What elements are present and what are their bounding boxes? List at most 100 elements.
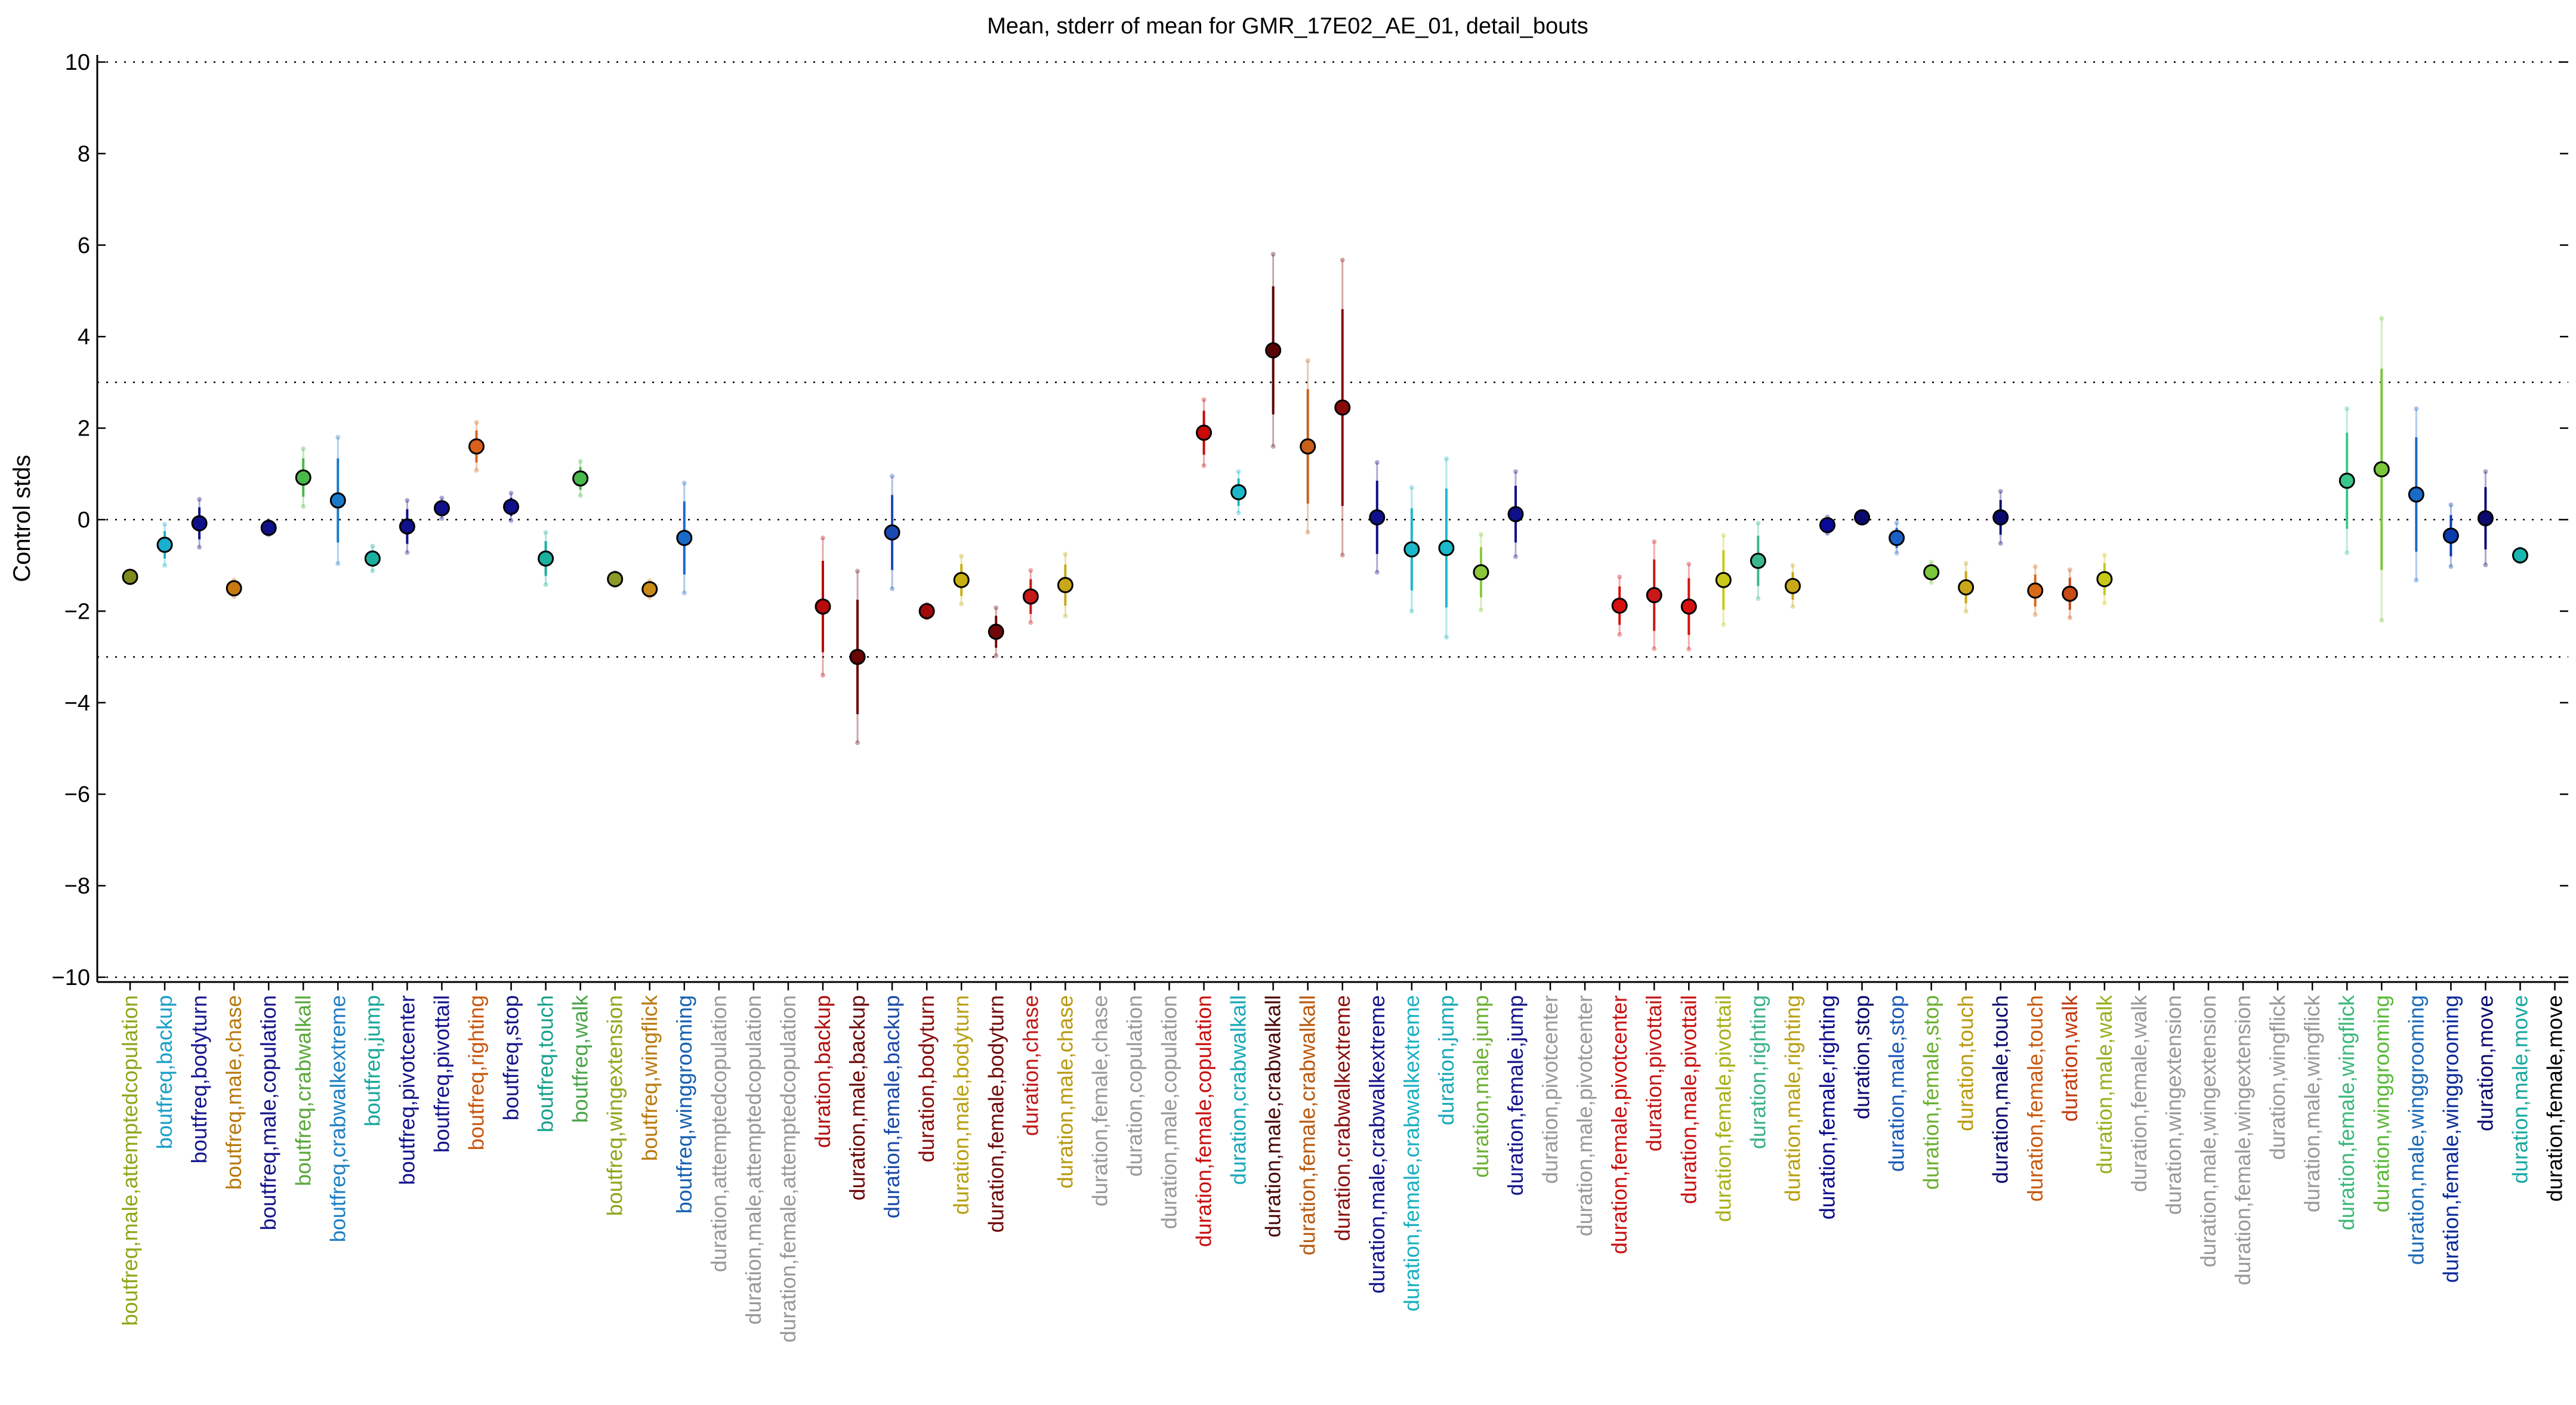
error-bar-cap xyxy=(2067,567,2072,572)
error-bar-cap xyxy=(855,740,860,745)
x-tick-label: duration,jump xyxy=(1434,995,1458,1125)
error-bar-cap xyxy=(2102,600,2107,606)
data-point xyxy=(1750,552,1766,569)
error-bar-cap xyxy=(2379,617,2384,623)
x-tick-label: duration,male,backup xyxy=(845,995,869,1200)
x-tick-label: duration,male,chase xyxy=(1053,995,1077,1188)
data-point xyxy=(676,530,693,546)
error-bar-cap xyxy=(1686,561,1692,567)
x-tick-label: duration,backup xyxy=(810,995,835,1148)
data-point xyxy=(918,603,935,619)
data-point xyxy=(2373,461,2390,478)
error-bar-cap xyxy=(543,530,548,535)
x-tick-label: boutfreq,crabwalkextreme xyxy=(325,995,350,1242)
x-tick-label: boutfreq,male,attemptedcopulation xyxy=(118,995,142,1326)
x-tick-label: duration,female,pivottail xyxy=(1711,995,1735,1222)
data-point xyxy=(953,572,970,588)
x-tick-label: duration,male,stop xyxy=(1884,995,1909,1172)
error-bar-cap xyxy=(2483,469,2488,474)
data-point xyxy=(572,470,589,487)
data-point xyxy=(1819,517,1835,533)
error-bar-cap xyxy=(855,569,860,574)
data-point xyxy=(2408,486,2424,503)
x-tick-label: duration,pivotcenter xyxy=(1538,995,1562,1184)
x-tick-label: duration,female,walk xyxy=(2127,995,2151,1192)
error-bar-cap xyxy=(439,495,445,501)
error-bar-cap xyxy=(959,553,964,558)
data-point xyxy=(1022,588,1039,605)
x-tick-label: duration,male,touch xyxy=(1988,995,2013,1184)
x-tick-label: duration,female,copulation xyxy=(1192,995,1216,1247)
error-bar-cap xyxy=(301,446,306,452)
error-bar-cap xyxy=(2379,316,2384,321)
error-bar-cap xyxy=(1270,252,1276,257)
x-tick-label: boutfreq,walk xyxy=(568,995,593,1123)
y-tick-label: 6 xyxy=(78,233,90,258)
error-bar-cap xyxy=(370,544,375,549)
error-bar-cap xyxy=(162,563,168,568)
y-tick-label: 2 xyxy=(78,416,90,441)
x-tick-label: boutfreq,touch xyxy=(533,995,558,1132)
x-tick-label: duration,female,stop xyxy=(1919,995,1943,1190)
error-bar-cap xyxy=(1374,460,1380,465)
data-markers xyxy=(122,342,2528,665)
y-tick-label: −8 xyxy=(64,874,90,899)
error-bar-cap xyxy=(1721,622,1726,628)
error-bar-cap xyxy=(1201,397,1207,403)
x-tick-label: duration,male,crabwalkall xyxy=(1261,995,1285,1237)
data-point xyxy=(156,536,173,553)
error-bar-cap xyxy=(1513,469,1518,474)
error-bar-cap xyxy=(1790,604,1796,609)
error-bar-cap xyxy=(508,518,514,523)
error-bar-cap xyxy=(1686,647,1692,652)
data-point xyxy=(1196,424,1213,441)
data-point xyxy=(2477,510,2494,527)
error-bar-cap xyxy=(474,468,479,473)
error-bar-cap xyxy=(2414,406,2419,412)
x-tick-label: duration,righting xyxy=(1745,995,1770,1149)
y-tick-label: −6 xyxy=(64,782,90,807)
x-tick-label: boutfreq,bodyturn xyxy=(187,995,211,1163)
error-bar-cap xyxy=(890,474,895,479)
error-bar-cap xyxy=(301,504,306,509)
x-tick-label: boutfreq,stop xyxy=(499,995,523,1120)
data-point xyxy=(503,499,520,515)
x-tick-label: boutfreq,righting xyxy=(464,995,489,1150)
data-point xyxy=(468,438,485,455)
error-bar-cap xyxy=(2448,502,2454,508)
x-tick-label: duration,wingextension xyxy=(2161,995,2186,1215)
data-point xyxy=(226,580,242,597)
error-bar-cap xyxy=(2067,615,2072,620)
y-tick-label: −10 xyxy=(52,965,90,990)
data-point xyxy=(1403,541,1420,558)
error-bar-cap xyxy=(1236,510,1241,515)
x-tick-label: duration,female,crabwalkextreme xyxy=(1399,995,1424,1311)
x-tick-label: duration,chase xyxy=(1018,995,1042,1136)
y-tick-label: −2 xyxy=(64,599,90,624)
x-tick-label: duration,winggrooming xyxy=(2369,995,2393,1212)
x-tick-label: duration,male,wingextension xyxy=(2196,995,2220,1267)
error-bar-cap xyxy=(1513,554,1518,560)
data-point xyxy=(1230,484,1247,501)
data-point xyxy=(1300,438,1316,455)
error-bar-cap xyxy=(681,480,687,486)
x-tick-label: boutfreq,crabwalkall xyxy=(291,995,315,1186)
x-tick-label: duration,move xyxy=(2473,995,2497,1131)
x-axis-ticks: boutfreq,male,attemptedcopulation boutfre… xyxy=(118,982,2567,1342)
data-point xyxy=(1958,579,1975,596)
x-tick-label: boutfreq,pivottail xyxy=(429,995,454,1153)
error-bar-cap xyxy=(1790,563,1796,568)
error-bar-cap xyxy=(1340,257,1345,263)
error-bar-cap xyxy=(1929,580,1934,585)
data-point xyxy=(815,598,831,615)
error-bar-cap xyxy=(370,568,375,573)
error-bar-cap xyxy=(1443,456,1449,461)
data-point xyxy=(607,571,624,588)
y-axis-ticks: 10 8 6 4 2 0 −2 −4 −6 −8 −10 xyxy=(52,50,2568,990)
error-bar-cap xyxy=(1998,541,2003,546)
y-tick-label: 8 xyxy=(78,141,90,166)
error-bar-cap xyxy=(2448,564,2454,569)
error-bar-cap xyxy=(1305,530,1310,535)
data-point xyxy=(1646,587,1662,604)
data-point xyxy=(1334,399,1351,416)
